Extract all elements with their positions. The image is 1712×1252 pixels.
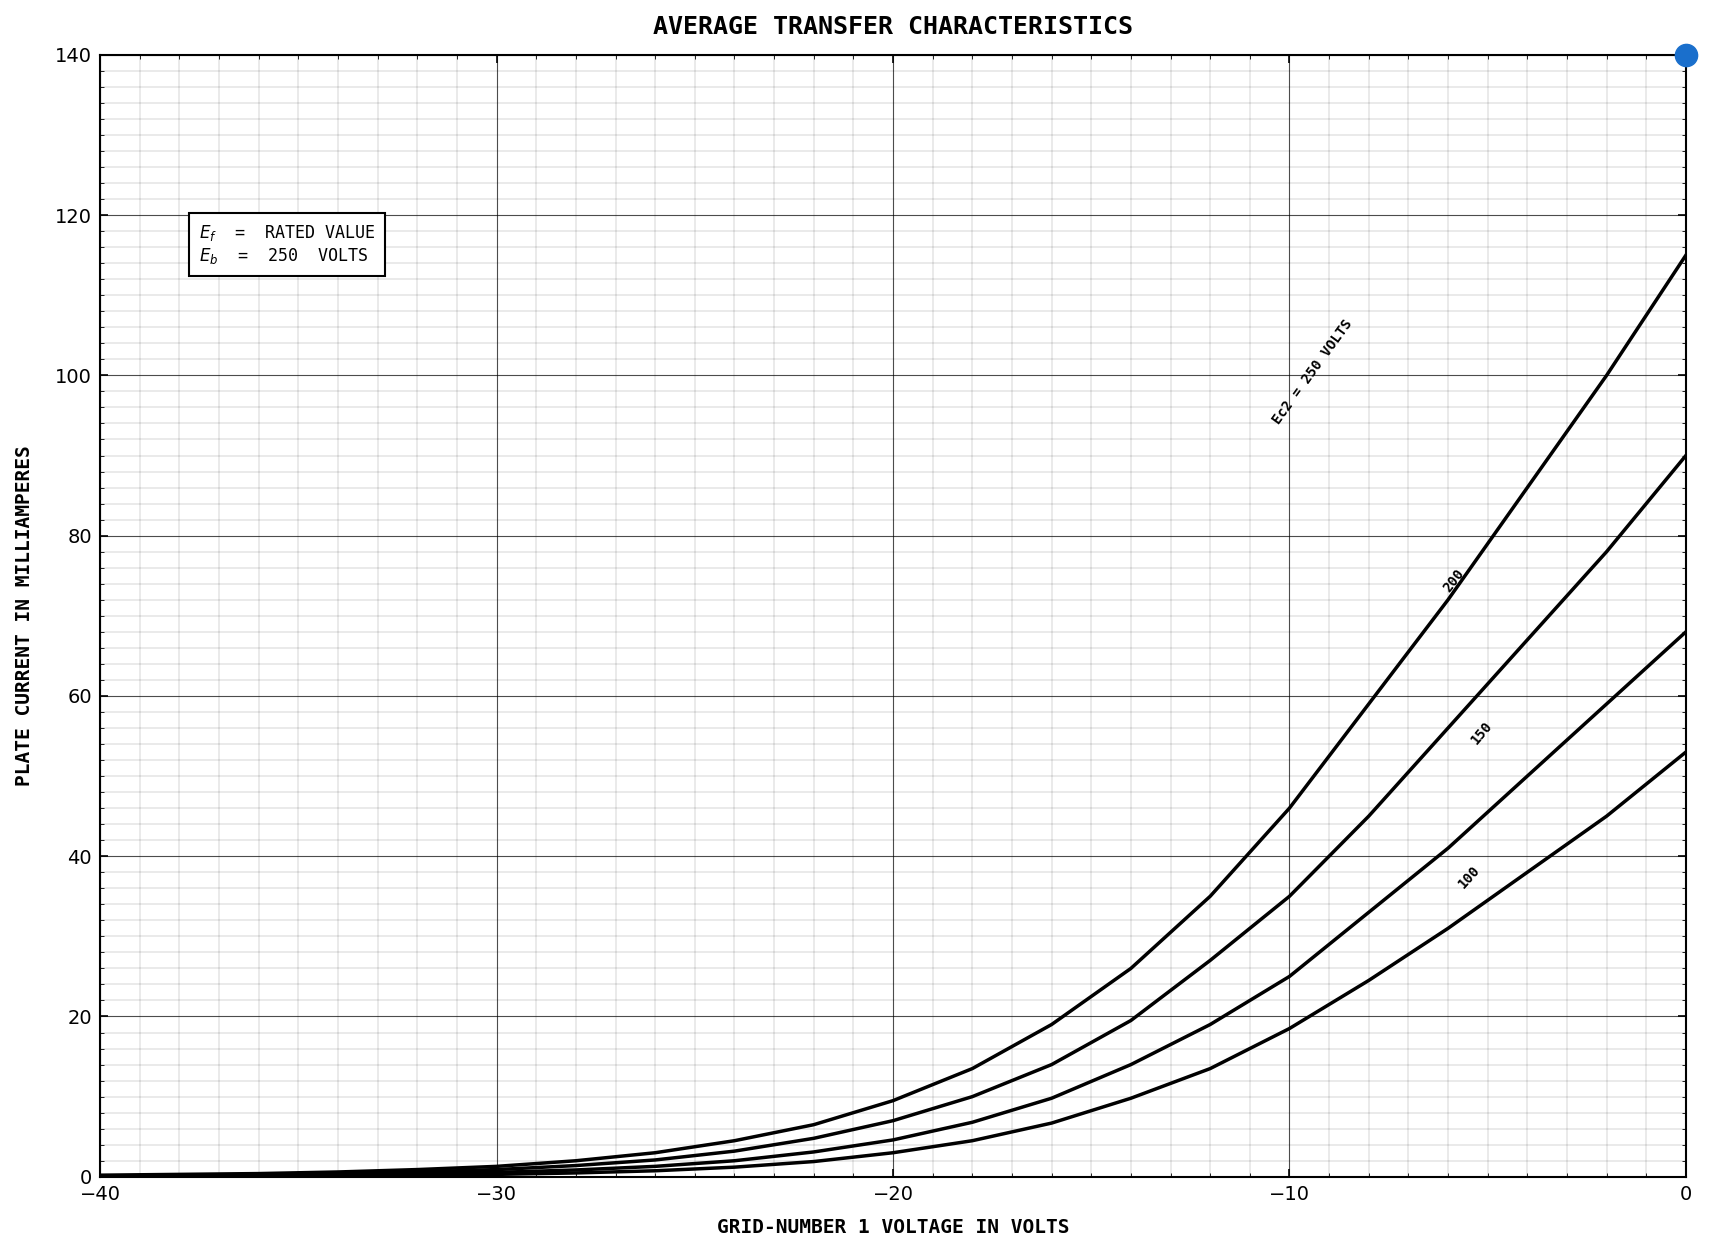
Title: AVERAGE TRANSFER CHARACTERISTICS: AVERAGE TRANSFER CHARACTERISTICS — [652, 15, 1133, 39]
Text: 150: 150 — [1467, 719, 1495, 747]
X-axis label: GRID-NUMBER 1 VOLTAGE IN VOLTS: GRID-NUMBER 1 VOLTAGE IN VOLTS — [717, 1218, 1070, 1237]
Text: 200: 200 — [1440, 566, 1467, 595]
Text: Ec2 = 250 VOLTS: Ec2 = 250 VOLTS — [1270, 317, 1354, 427]
Text: $E_f$  =  RATED VALUE
$E_b$  =  250  VOLTS: $E_f$ = RATED VALUE $E_b$ = 250 VOLTS — [199, 223, 375, 267]
Text: 100: 100 — [1455, 863, 1483, 891]
Y-axis label: PLATE CURRENT IN MILLIAMPERES: PLATE CURRENT IN MILLIAMPERES — [15, 446, 34, 786]
